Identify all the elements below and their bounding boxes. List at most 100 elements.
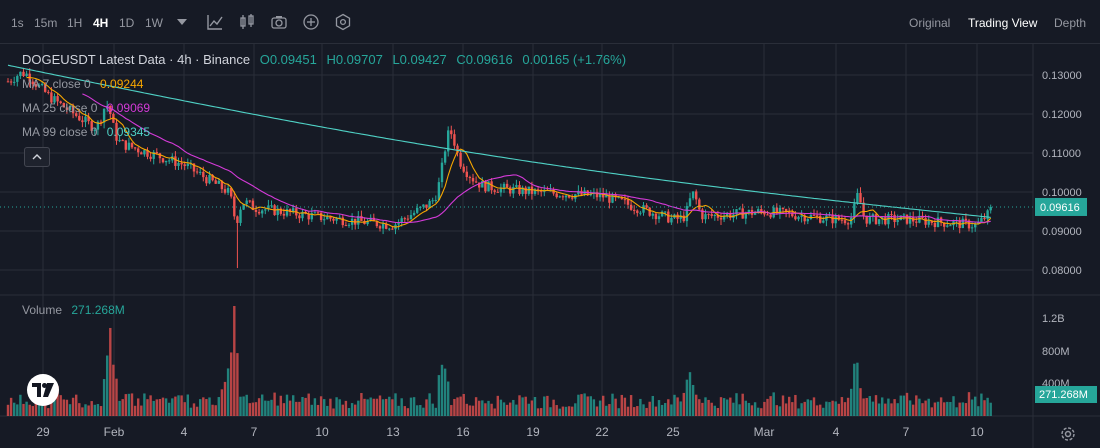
timeframe-1s[interactable]: 1s (11, 16, 24, 30)
candle-body (614, 194, 617, 198)
candle-body (862, 202, 865, 216)
volume-bar (915, 395, 918, 416)
volume-bar (195, 406, 199, 416)
ma7-label: MA 7 close 0 (22, 77, 91, 91)
candle-body (797, 216, 800, 220)
tradingview-logo-icon[interactable] (27, 374, 59, 406)
candle-body (155, 151, 158, 154)
time-tick-label: 10 (970, 425, 984, 439)
candle-body (481, 181, 484, 188)
camera-icon[interactable] (270, 13, 288, 31)
volume-bar (93, 404, 96, 416)
candle-body (161, 158, 165, 163)
volume-bar (840, 397, 844, 416)
volume-bar (62, 399, 65, 416)
volume-bar (698, 399, 701, 416)
candle-body (412, 212, 416, 216)
caret-down-icon[interactable] (173, 13, 191, 31)
candle-body (927, 220, 930, 225)
candle-body (453, 134, 456, 146)
candle-body (81, 120, 84, 123)
volume-bar (273, 392, 276, 416)
legend-change: 0.00165 (+1.76%) (522, 52, 627, 67)
candle-body (59, 101, 62, 104)
volume-bar (419, 404, 422, 416)
volume-bar (499, 399, 503, 416)
volume-bar (329, 398, 332, 416)
candle-body (53, 96, 56, 103)
timeframe-1d[interactable]: 1D (119, 16, 135, 30)
candle-type-icon[interactable] (238, 13, 256, 31)
candle-body (936, 217, 940, 228)
time-tick-label: 7 (903, 425, 910, 439)
candle-body (143, 150, 146, 155)
volume-bar (118, 400, 121, 416)
candle-body (490, 181, 493, 191)
ma25-line (82, 93, 991, 224)
volume-bar (295, 401, 298, 416)
candle-body (242, 204, 245, 210)
volume-bar (251, 402, 255, 416)
candle-body (636, 210, 639, 213)
candle-body (115, 122, 118, 141)
candle-body (577, 190, 580, 195)
volume-bar (71, 397, 75, 416)
candle-body (505, 183, 509, 188)
volume-bar (896, 403, 899, 416)
candle-body (443, 151, 447, 163)
candle-body (688, 198, 692, 207)
volume-bar (505, 404, 509, 416)
volume-bar (667, 399, 670, 416)
volume-bar (326, 405, 329, 416)
candle-body (775, 207, 778, 214)
candle-body (744, 213, 747, 219)
view-trading-view[interactable]: Trading View (968, 16, 1038, 30)
candle-body (208, 174, 211, 184)
candle-body (778, 207, 782, 214)
candle-body (468, 177, 472, 179)
candle-body (248, 200, 251, 202)
volume-bar (381, 399, 385, 416)
gear-icon[interactable] (1058, 424, 1078, 444)
candle-body (974, 223, 977, 228)
candle-body (986, 210, 989, 220)
candle-body (716, 214, 720, 218)
candle-body (670, 217, 673, 223)
hexagon-settings-icon[interactable] (334, 13, 352, 31)
candle-body (487, 181, 490, 192)
timeframe-1h[interactable]: 1H (67, 16, 83, 30)
candle-body (152, 151, 155, 159)
volume-bar (319, 396, 323, 416)
candle-body (25, 73, 28, 77)
volume-bar (707, 399, 710, 416)
candle-body (381, 223, 385, 229)
candle-body (357, 215, 360, 225)
volume-bar (691, 384, 695, 416)
add-icon[interactable] (302, 13, 320, 31)
volume-bar (217, 397, 220, 416)
candle-body (447, 130, 450, 152)
candle-body (856, 193, 859, 204)
indicators-icon[interactable] (206, 13, 224, 31)
view-original[interactable]: Original (909, 16, 951, 30)
volume-bar (223, 381, 227, 416)
volume-bar (490, 403, 493, 416)
timeframe-15m[interactable]: 15m (34, 16, 58, 30)
volume-bar (890, 403, 893, 416)
candle-body (701, 209, 704, 220)
timeframe-4h[interactable]: 4H (93, 16, 109, 30)
candle-body (254, 209, 258, 212)
candle-body (605, 195, 608, 198)
candle-body (809, 214, 813, 219)
candle-body (679, 215, 682, 219)
candle-body (335, 218, 338, 221)
view-depth[interactable]: Depth (1054, 16, 1087, 30)
volume-bar (741, 393, 744, 416)
candle-body (397, 222, 400, 225)
timeframe-1w[interactable]: 1W (145, 16, 163, 30)
candle-body (369, 217, 372, 221)
collapse-legend-button[interactable] (24, 147, 50, 167)
volume-bar (654, 406, 658, 416)
price-chart[interactable]: 0.13000 0.12000 0.11000 0.10000 0.09000 0.080… (0, 44, 1100, 448)
candle-body (667, 211, 670, 223)
